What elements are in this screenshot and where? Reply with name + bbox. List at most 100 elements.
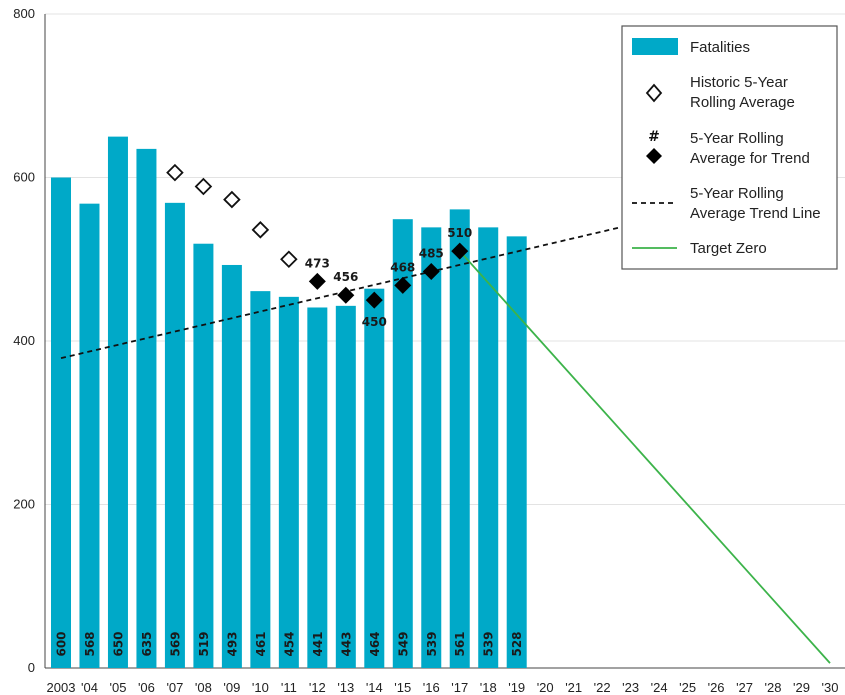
legend-open-diamond-icon (645, 83, 663, 103)
x-tick-label: '23 (622, 680, 639, 695)
x-tick-label: '15 (394, 680, 411, 695)
trend-average-label: 473 (305, 256, 330, 270)
trend-average-label: 450 (362, 315, 387, 329)
bar-value-label: 493 (225, 631, 239, 656)
legend-historic-label-2: Rolling Average (690, 94, 795, 111)
trend-average-label: 468 (390, 260, 415, 274)
x-tick-label: '28 (765, 680, 782, 695)
x-tick-label: '06 (138, 680, 155, 695)
target-zero-line (459, 250, 831, 664)
bar-value-label: 561 (453, 631, 467, 656)
bar-value-label: 454 (282, 631, 296, 656)
x-tick-label: '11 (281, 680, 297, 695)
historic-average-marker (280, 250, 298, 269)
legend-hash-symbol: # (648, 129, 660, 145)
fatalities-bar (506, 236, 527, 669)
fatalities-bar (449, 209, 470, 668)
bar-value-label: 539 (482, 631, 496, 656)
fatalities-bar (136, 148, 157, 668)
x-tick-label: '18 (480, 680, 497, 695)
y-tick-label: 200 (13, 497, 35, 512)
x-tick-label: '22 (594, 680, 611, 695)
fatalities-bar (79, 203, 100, 668)
fatalities-bar (221, 264, 242, 668)
x-tick-label: '30 (822, 680, 839, 695)
trend-average-label: 456 (333, 270, 358, 284)
historic-average-marker (223, 190, 241, 209)
fatalities-bar (392, 219, 413, 668)
fatalities-bar (107, 136, 128, 668)
bar-value-label: 650 (111, 631, 125, 656)
fatalities-bar (278, 296, 299, 668)
fatalities-bar (364, 288, 385, 668)
x-tick-label: '21 (565, 680, 582, 695)
x-tick-label: '27 (736, 680, 753, 695)
trend-average-marker (308, 272, 326, 290)
legend-target-zero-label: Target Zero (690, 240, 767, 257)
x-tick-label: '16 (423, 680, 440, 695)
bar-value-label: 539 (425, 631, 439, 656)
x-tick-label: '13 (337, 680, 354, 695)
legend-fatalities-swatch (632, 38, 678, 55)
x-tick-label: '26 (708, 680, 725, 695)
y-tick-label: 800 (13, 6, 35, 21)
fatalities-bar (421, 227, 442, 668)
legend-filled-diamond-icon (646, 148, 662, 164)
fatalities-bars: 600 568 650 635 569 519 493 461 454 441 443 464 549 5… (51, 136, 527, 669)
fatalities-bar (335, 305, 356, 668)
trend-average-label: 510 (447, 226, 472, 240)
legend-trend-avg-label-2: Average for Trend (690, 150, 810, 167)
bar-value-label: 443 (339, 631, 353, 656)
fatalities-bar (51, 177, 71, 668)
fatalities-bar (478, 227, 499, 668)
bar-value-label: 600 (55, 631, 69, 656)
bar-value-label: 461 (254, 631, 268, 656)
x-tick-label: '12 (309, 680, 326, 695)
x-tick-label: '20 (537, 680, 554, 695)
trend-average-label: 485 (419, 247, 444, 261)
x-tick-label: '07 (166, 680, 183, 695)
trend-average-marker (337, 286, 355, 304)
x-tick-label: '17 (451, 680, 468, 695)
fatalities-bar (250, 291, 271, 668)
bar-value-label: 568 (83, 631, 97, 656)
bar-value-label: 569 (168, 631, 182, 656)
bar-value-label: 441 (311, 631, 325, 656)
historic-average-marker (251, 221, 270, 239)
fatalities-bar (307, 307, 328, 668)
historic-average-marker (166, 163, 184, 182)
x-tick-label: '29 (793, 680, 810, 695)
fatalities-bar (193, 243, 214, 668)
bar-value-label: 635 (140, 631, 154, 656)
y-tick-label: 600 (13, 170, 35, 185)
x-tick-label: '04 (81, 680, 98, 695)
bar-value-label: 528 (510, 631, 524, 656)
legend-fatalities-label: Fatalities (690, 39, 750, 56)
axes: 0 200 400 600 800 2003 '04 '05 '06 '07 '08 '09 '10 '1… (13, 6, 845, 695)
legend-trend-line-label-2: Average Trend Line (690, 205, 821, 222)
legend-trend-avg-label-1: 5-Year Rolling (690, 130, 784, 147)
x-tick-label: '08 (195, 680, 212, 695)
trend-average-marker (451, 242, 469, 260)
x-tick-label: '05 (109, 680, 126, 695)
trend-average-marker (394, 276, 412, 294)
bar-value-label: 464 (368, 631, 382, 656)
x-tick-label: '19 (508, 680, 525, 695)
x-tick-label: '24 (651, 680, 668, 695)
legend-historic-label-1: Historic 5-Year (690, 74, 788, 91)
legend-trend-line-label-1: 5-Year Rolling (690, 185, 784, 202)
x-tick-label: '25 (679, 680, 696, 695)
x-tick-label: '10 (252, 680, 269, 695)
trend-average-marker (365, 291, 383, 309)
legend: Fatalities Historic 5-Year Rolling Avera… (621, 25, 838, 270)
legend-box (621, 25, 838, 270)
historic-average-marker (194, 177, 213, 196)
fatalities-bar (164, 202, 185, 668)
trend-average-marker (422, 263, 440, 281)
x-tick-label: '14 (366, 680, 383, 695)
y-tick-label: 400 (13, 333, 35, 348)
x-tick-label: '09 (223, 680, 240, 695)
x-tick-label: 2003 (47, 680, 76, 695)
